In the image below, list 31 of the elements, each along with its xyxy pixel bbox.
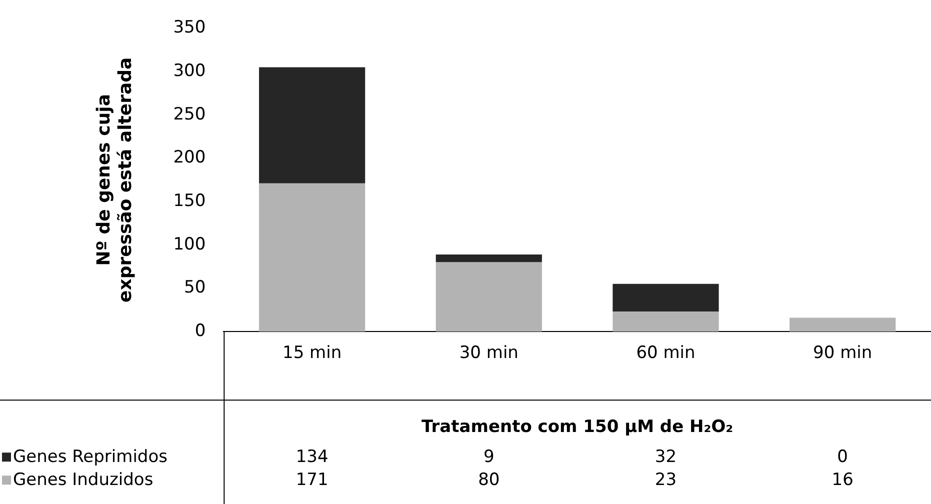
y-tick-label: 300 xyxy=(173,60,206,81)
x-tick-label: 90 min xyxy=(813,343,872,364)
bar xyxy=(436,262,542,332)
data-label: 0 xyxy=(837,447,848,468)
bar xyxy=(259,183,366,332)
x-axis-title: Tratamento com 150 µM de H₂O₂ xyxy=(422,417,734,438)
data-label: 171 xyxy=(296,470,328,490)
legend-label: Genes Induzidos xyxy=(13,470,154,490)
y-tick-label: 200 xyxy=(173,148,206,168)
bar xyxy=(436,254,542,262)
y-tick-label: 0 xyxy=(194,321,206,342)
y-tick-label: 250 xyxy=(173,104,206,124)
x-tick-label: 15 min xyxy=(282,343,342,364)
data-label: 32 xyxy=(654,447,677,468)
bar xyxy=(790,318,896,332)
bar xyxy=(612,284,719,312)
y-tick-label: 100 xyxy=(173,234,206,254)
data-label: 134 xyxy=(296,447,328,468)
bar xyxy=(612,312,719,332)
data-label: 9 xyxy=(483,447,494,468)
y-tick-label: 150 xyxy=(173,190,206,211)
data-label: 23 xyxy=(654,470,677,490)
data-label: 16 xyxy=(832,470,854,490)
y-tick-label: 50 xyxy=(184,278,206,298)
y-tick-label: 350 xyxy=(173,18,206,38)
bar xyxy=(259,67,366,184)
y-axis-title: Nº de genes cuja expressão está alterada xyxy=(93,57,136,302)
x-tick-label: 60 min xyxy=(636,343,696,364)
legend-label: Genes Reprimidos xyxy=(13,447,168,468)
x-tick-label: 30 min xyxy=(459,343,518,364)
data-label: 80 xyxy=(478,470,500,490)
